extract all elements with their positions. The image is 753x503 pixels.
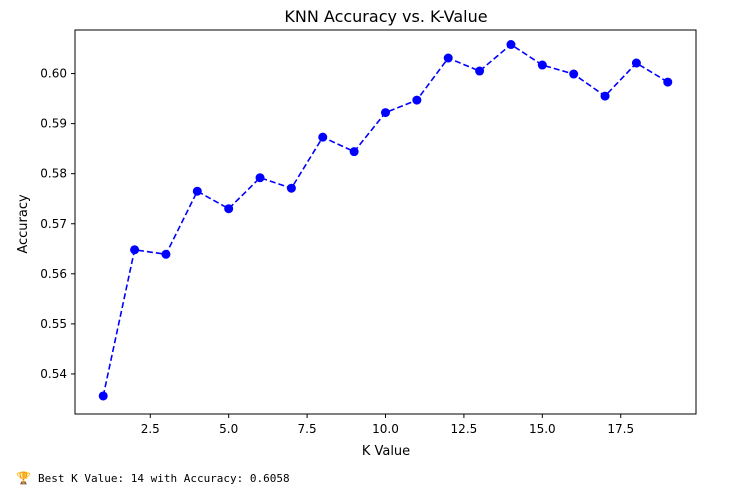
data-point [192,186,202,196]
x-tick-label: 2.5 [141,422,160,436]
data-point [600,91,610,101]
series-line [102,43,669,397]
x-tick-label: 12.5 [451,422,478,436]
x-tick-label: 7.5 [298,422,317,436]
accuracy-chart: KNN Accuracy vs. K-Value 2.5 5.0 7.5 10.0 12… [16,7,697,459]
y-axis-label: Accuracy [16,194,31,254]
plot-frame [74,29,697,415]
plot-area: 2.5 5.0 7.5 10.0 12.5 15.0 17.5 0.54 0.55 0.56 0.5… [40,29,697,436]
data-point [443,53,453,63]
y-tick-label: 0.58 [40,167,67,181]
x-tick-label: 15.0 [529,422,556,436]
y-tick-label: 0.56 [40,267,67,281]
data-point [537,60,547,70]
data-point [569,69,579,79]
data-point [506,40,516,50]
x-tick-label: 5.0 [219,422,238,436]
data-point [631,58,641,68]
y-tick-label: 0.60 [40,67,67,81]
trophy-icon: 🏆 [16,471,31,485]
data-point [475,66,485,76]
y-tick-label: 0.55 [40,317,67,331]
x-tick-label: 10.0 [372,422,399,436]
data-point [255,173,265,183]
y-tick-label: 0.59 [40,117,67,131]
best-k-result: 🏆 Best K Value: 14 with Accuracy: 0.6058 [16,471,290,485]
data-point [349,147,359,157]
x-axis-label: K Value [362,444,410,459]
data-point [381,108,390,118]
data-point [412,95,422,105]
data-point [130,245,140,255]
y-tick-label: 0.57 [40,217,67,231]
x-tick-label: 17.5 [607,422,634,436]
best-k-text: Best K Value: 14 with Accuracy: 0.6058 [38,471,290,485]
data-point [161,249,171,259]
data-point [318,132,328,142]
data-point [663,77,673,87]
chart-title: KNN Accuracy vs. K-Value [284,7,487,26]
data-point [98,391,108,401]
y-tick-label: 0.54 [40,367,67,381]
data-point [224,204,234,214]
data-point [286,183,296,193]
